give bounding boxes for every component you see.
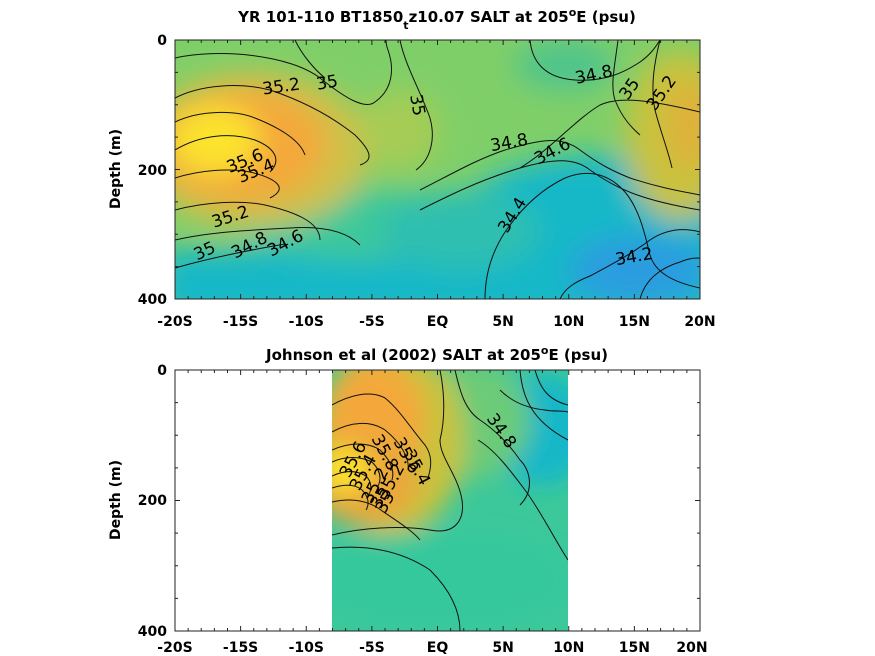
top-axis-ticks — [174, 39, 701, 300]
top-contours — [175, 40, 700, 299]
x-tick-label: -20S — [157, 640, 192, 656]
y-tick-label: 0 — [157, 33, 167, 49]
x-tick-label: -5S — [359, 640, 385, 656]
y-tick-label: 200 — [138, 493, 167, 509]
x-tick-label: 5N — [492, 640, 513, 656]
x-tick-label: 10N — [553, 314, 584, 330]
y-tick-label: 200 — [138, 163, 167, 179]
top-title: YR 101-110 BT1850tz10.07 SALT at 205oE (… — [237, 6, 636, 32]
x-tick-label: -15S — [223, 640, 258, 656]
x-tick-label: 15N — [619, 640, 650, 656]
contour-label: 35 — [405, 93, 428, 118]
x-tick-label: 5N — [492, 314, 513, 330]
top-y-axis-label: Depth (m) — [108, 129, 124, 209]
x-tick-label: 20N — [676, 640, 707, 656]
x-tick-label: 15N — [619, 314, 650, 330]
x-tick-label: EQ — [427, 640, 449, 656]
bottom-panel: Johnson et al (2002) SALT at 205oE (psu) — [108, 344, 708, 656]
bottom-axis-ticks — [174, 369, 701, 632]
x-tick-label: -20S — [157, 314, 192, 330]
x-tick-label: 10N — [553, 640, 584, 656]
x-tick-label: EQ — [427, 314, 449, 330]
x-tick-label: 20N — [684, 314, 715, 330]
y-tick-label: 0 — [157, 363, 167, 379]
y-tick-label: 400 — [138, 624, 167, 640]
x-tick-label: -10S — [289, 314, 324, 330]
contour-label: 35 — [315, 71, 340, 94]
top-y-tick-labels: 0 200 400 — [138, 33, 167, 308]
x-tick-label: -5S — [359, 314, 385, 330]
top-x-tick-labels: -20S -15S -10S -5S EQ 5N 10N 15N 20N — [157, 314, 715, 330]
bottom-salinity-field — [332, 370, 568, 631]
top-salinity-field — [175, 40, 700, 299]
y-tick-label: 400 — [138, 292, 167, 308]
x-tick-label: -10S — [289, 640, 324, 656]
bottom-y-tick-labels: 0 200 400 — [138, 363, 167, 640]
top-panel: YR 101-110 BT1850tz10.07 SALT at 205oE (… — [108, 6, 716, 330]
bottom-x-tick-labels: -20S -15S -10S -5S EQ 5N 10N 15N 20N — [157, 640, 707, 656]
bottom-title: Johnson et al (2002) SALT at 205oE (psu) — [265, 344, 608, 364]
x-tick-label: -15S — [223, 314, 258, 330]
bottom-y-axis-label: Depth (m) — [108, 460, 124, 540]
bottom-contours — [332, 370, 568, 631]
